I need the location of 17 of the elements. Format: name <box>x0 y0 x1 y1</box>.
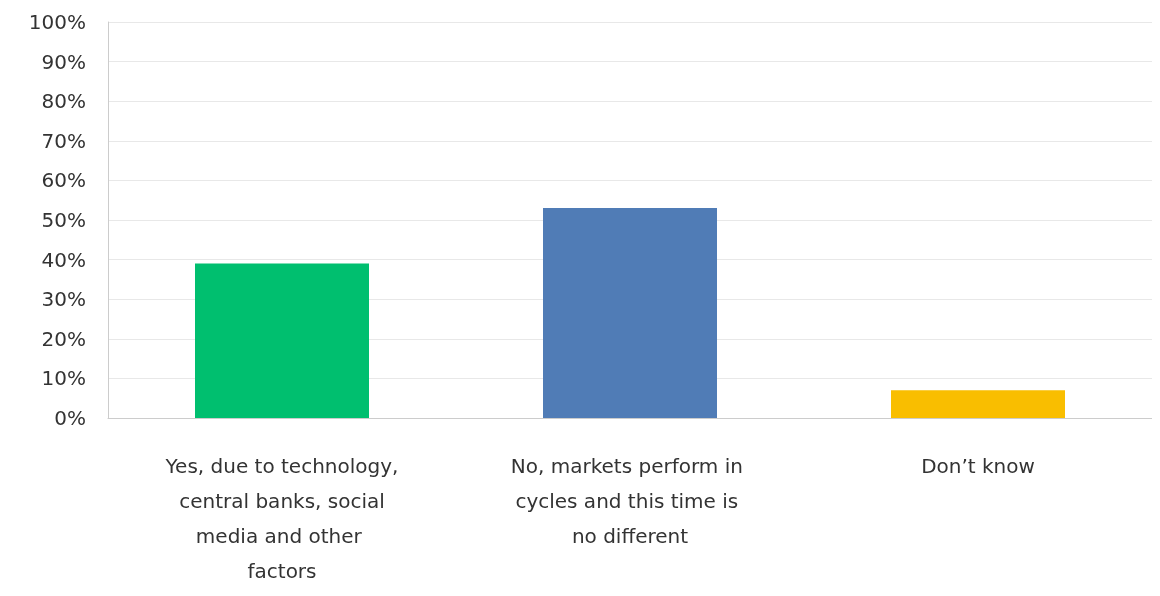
y-tick-label: 0% <box>54 406 86 430</box>
y-tick-label: 20% <box>41 326 86 351</box>
y-tick-label: 30% <box>41 287 86 312</box>
y-tick-label: 60% <box>41 168 86 193</box>
y-tick-label: 80% <box>41 89 86 114</box>
y-tick-label: 70% <box>41 128 86 153</box>
x-tick-label: Yes, due to technology, central banks, social media and other factors <box>164 453 399 583</box>
y-tick-label: 100% <box>28 10 86 34</box>
y-tick-label: 10% <box>41 366 86 391</box>
x-tick-label: No, markets perform in cycles and this time is no different <box>510 453 750 548</box>
y-tick-label: 50% <box>41 208 86 232</box>
y-tick-label: 40% <box>41 247 86 272</box>
x-tick-label: Don’t know <box>921 453 1035 478</box>
bar <box>195 263 369 418</box>
bar <box>891 390 1065 418</box>
bar <box>543 208 717 418</box>
y-tick-label: 90% <box>41 49 86 74</box>
